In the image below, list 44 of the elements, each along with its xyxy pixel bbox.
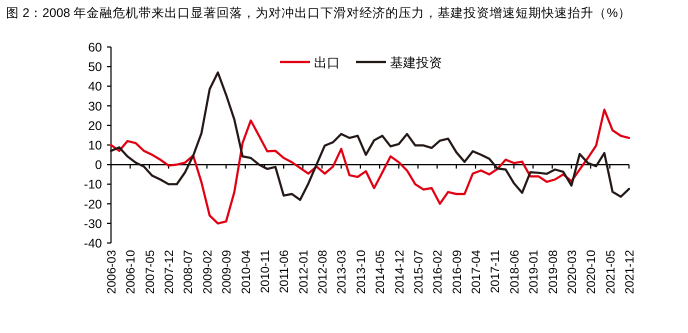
x-tick-label: 2006-03 <box>104 250 118 294</box>
y-tick-label: 20 <box>88 118 102 133</box>
legend-label: 出口 <box>314 55 340 70</box>
x-tick-label: 2006-10 <box>124 250 138 294</box>
y-tick-label: -40 <box>84 236 102 250</box>
x-tick-label: 2012-08 <box>316 250 330 294</box>
x-tick-label: 2008-07 <box>181 250 196 294</box>
x-tick-label: 2021-12 <box>622 250 636 294</box>
x-tick-label: 2020-03 <box>564 250 579 294</box>
x-tick-label: 2019-08 <box>546 250 560 294</box>
y-tick-label: 50 <box>88 60 102 74</box>
y-tick-label: 40 <box>88 80 102 94</box>
x-tick-label: 2009-02 <box>200 250 214 294</box>
x-tick-label: 2015-07 <box>411 250 426 294</box>
x-tick-label: 2011-06 <box>277 250 292 294</box>
y-tick-label: 30 <box>88 99 102 114</box>
x-tick-label: 2016-09 <box>450 250 464 294</box>
y-tick-label: 60 <box>88 40 102 54</box>
x-tick-label: 2010-04 <box>238 250 253 294</box>
y-tick-label: 0 <box>95 158 102 172</box>
y-tick-label: -20 <box>84 197 102 212</box>
x-tick-label: 2013-10 <box>354 250 368 294</box>
line-series <box>110 108 630 224</box>
y-tick-label: -30 <box>84 216 102 231</box>
x-tick-label: 2021-05 <box>603 250 618 294</box>
chart-title: 图 2：2008 年金融危机带来出口显著回落，为对冲出口下滑对经济的压力，基建投资增速短期快速抬升（%） <box>6 6 631 20</box>
x-tick-label: 2007-12 <box>162 250 176 294</box>
x-tick-label: 2009-09 <box>220 250 234 294</box>
x-tick-label: 2018-06 <box>507 250 522 294</box>
x-tick-label: 2007-05 <box>142 250 157 294</box>
line-series <box>110 71 630 201</box>
x-tick-label: 2013-03 <box>334 250 349 294</box>
x-tick-label: 2019-01 <box>526 250 541 294</box>
x-tick-label: 2017-11 <box>488 250 502 294</box>
x-tick-label: 2012-01 <box>296 250 310 294</box>
x-tick-label: 2014-05 <box>373 250 388 294</box>
x-tick-label: 2016-02 <box>430 250 445 294</box>
y-tick-label: -10 <box>84 178 102 192</box>
x-tick-label: 2010-11 <box>258 250 272 294</box>
y-tick-label: 10 <box>88 138 102 152</box>
x-tick-label: 2020-10 <box>584 250 598 294</box>
x-tick-label: 2017-04 <box>469 250 484 294</box>
x-tick-label: 2014-12 <box>392 250 406 294</box>
legend-label: 基建投资 <box>390 55 442 70</box>
